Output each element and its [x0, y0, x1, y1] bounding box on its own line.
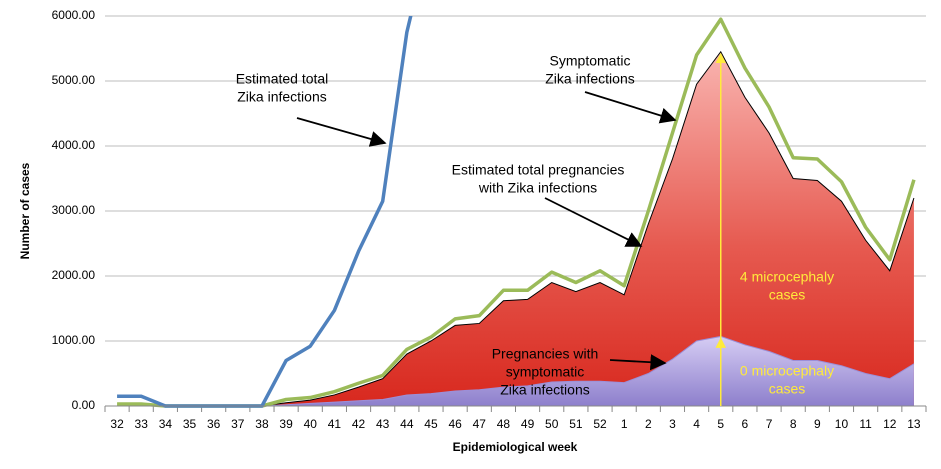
area [117, 51, 914, 406]
x-tick-label: 45 [424, 417, 438, 431]
y-tick-label: 2000.00 [52, 268, 96, 282]
x-tick-label: 46 [448, 417, 462, 431]
x-axis-label: Epidemiological week [453, 440, 578, 454]
annotation: cases [769, 381, 806, 397]
x-tick-label: 4 [693, 417, 700, 431]
annotation: Pregnancies with [492, 346, 599, 362]
x-tick-label: 43 [376, 417, 390, 431]
annotation-arrow [609, 354, 667, 371]
annotation-arrow [296, 117, 387, 147]
x-tick-label: 8 [790, 417, 797, 431]
annotation: Symptomatic [550, 53, 631, 69]
x-tick-label: 35 [183, 417, 197, 431]
annotation-arrow [544, 197, 643, 247]
x-tick-label: 38 [255, 417, 269, 431]
x-tick-label: 50 [545, 417, 559, 431]
annotation: symptomatic [506, 364, 585, 380]
y-tick-label: 6000.00 [52, 8, 96, 22]
x-tick-label: 6 [742, 417, 749, 431]
x-tick-label: 49 [521, 417, 535, 431]
y-tick-label: 5000.00 [52, 73, 96, 87]
x-tick-label: 10 [835, 417, 849, 431]
annotation-arrow [584, 91, 677, 124]
annotation: Zika infections [500, 382, 589, 398]
x-tick-label: 2 [645, 417, 652, 431]
x-tick-label: 3 [669, 417, 676, 431]
y-tick-label: 3000.00 [52, 203, 96, 217]
y-axis-label: Number of cases [18, 162, 32, 259]
annotation: 4 microcephaly [740, 269, 834, 285]
x-tick-label: 39 [279, 417, 293, 431]
x-tick-label: 34 [159, 417, 173, 431]
annotation: with Zika infections [478, 180, 597, 196]
x-tick-label: 32 [110, 417, 124, 431]
y-tick-label: 4000.00 [52, 138, 96, 152]
annotation: Zika infections [237, 89, 326, 105]
x-tick-label: 7 [766, 417, 773, 431]
y-tick-label: 0.00 [72, 398, 96, 412]
x-tick-label: 37 [231, 417, 245, 431]
x-tick-label: 12 [883, 417, 897, 431]
annotation: Estimated total [236, 71, 329, 87]
x-tick-label: 51 [569, 417, 583, 431]
x-tick-label: 11 [859, 417, 872, 431]
x-tick-label: 52 [593, 417, 607, 431]
x-tick-label: 5 [717, 417, 724, 431]
annotation: cases [769, 287, 806, 303]
area [117, 336, 914, 406]
annotation: Zika infections [545, 71, 634, 87]
x-tick-label: 44 [400, 417, 414, 431]
y-tick-label: 1000.00 [52, 333, 96, 347]
x-tick-label: 48 [497, 417, 511, 431]
x-tick-label: 9 [814, 417, 821, 431]
x-tick-label: 41 [328, 417, 342, 431]
x-tick-label: 36 [207, 417, 221, 431]
x-tick-label: 40 [304, 417, 318, 431]
x-tick-label: 42 [352, 417, 366, 431]
x-tick-label: 1 [621, 417, 628, 431]
x-tick-label: 13 [907, 417, 921, 431]
x-tick-label: 33 [135, 417, 149, 431]
annotation: Estimated total pregnancies [452, 162, 625, 178]
annotation: 0 microcephaly [740, 363, 834, 379]
line [117, 16, 413, 408]
x-tick-label: 47 [473, 417, 487, 431]
